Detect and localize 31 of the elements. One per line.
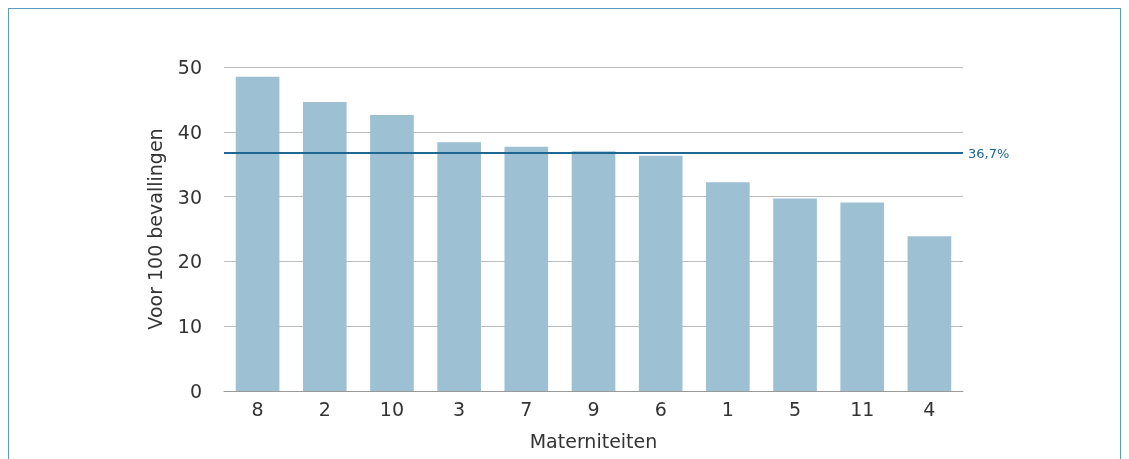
x-tick-label: 4 [923,397,936,420]
bar [504,146,549,391]
y-tick-label: 30 [177,185,202,208]
x-tick-label: 5 [789,397,802,420]
bar [907,236,952,391]
bar [571,151,616,391]
x-tick-label: 1 [721,397,734,420]
x-axis-title: Materniteiten [529,429,658,452]
y-tick-label: 10 [177,315,202,338]
bar [706,182,750,391]
x-tick-label: 9 [587,397,600,420]
y-tick-label: 50 [177,56,202,78]
ref-line-label: 36,7% [968,145,1010,161]
y-axis-title: Voor 100 bevallingen [143,128,166,330]
x-tick-label: 11 [850,397,875,420]
bar [235,76,280,391]
x-tick-label: 6 [654,397,667,420]
x-tick-label: 8 [251,397,264,420]
bar [840,202,885,391]
bar [638,155,683,391]
bar [773,198,817,391]
x-tick-label: 3 [453,397,466,420]
bar [437,142,481,391]
bar [302,101,347,391]
y-tick-label: 0 [189,380,202,402]
x-tick-label: 7 [520,397,533,420]
x-tick-label: 10 [379,397,405,420]
bar [370,114,414,391]
y-tick-label: 20 [177,250,202,273]
y-tick-label: 40 [177,120,202,143]
x-tick-label: 2 [318,397,331,420]
